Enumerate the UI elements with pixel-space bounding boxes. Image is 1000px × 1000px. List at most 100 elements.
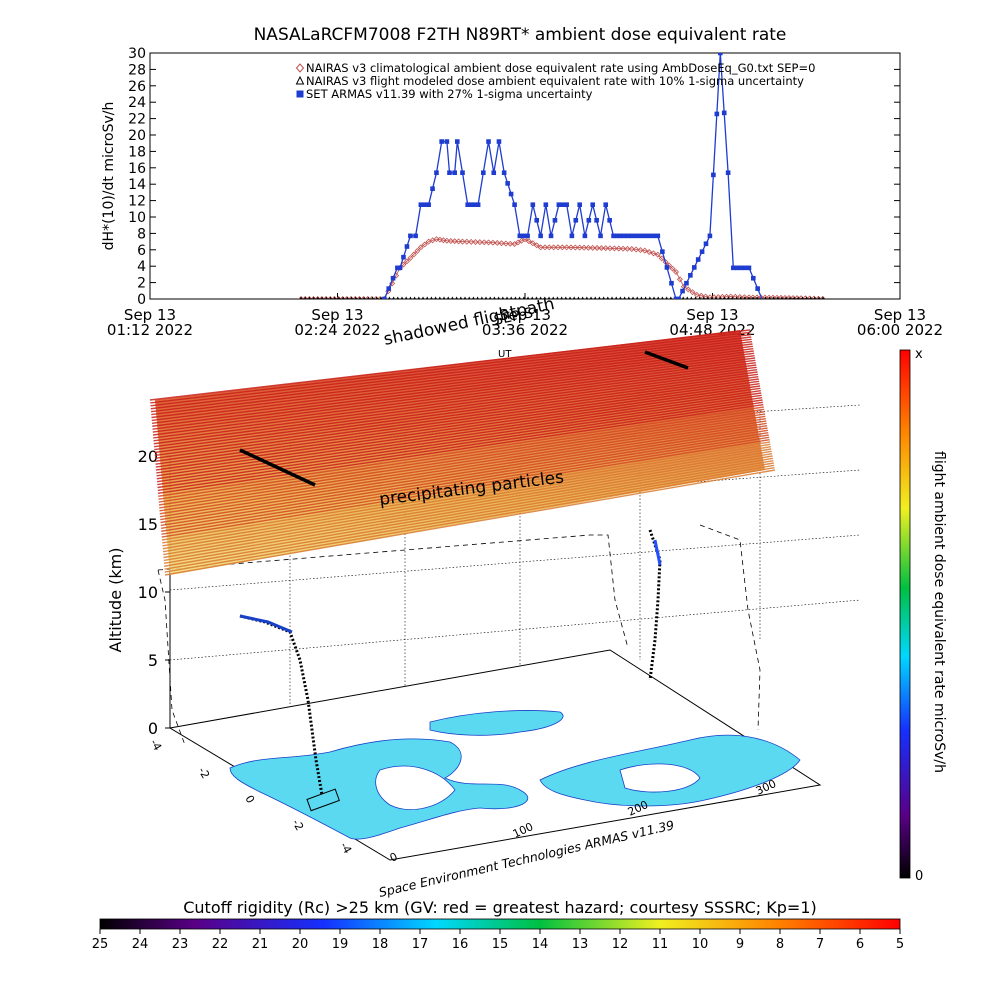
data-point — [447, 170, 452, 176]
flight-path — [239, 529, 662, 812]
sheet-strand — [159, 420, 767, 515]
data-point — [417, 296, 421, 299]
data-point — [598, 245, 605, 252]
rigidity-tick-label: 11 — [652, 937, 669, 952]
data-point — [638, 233, 643, 239]
data-point — [801, 296, 804, 299]
data-point — [673, 268, 680, 275]
sheet-strand — [163, 459, 774, 565]
data-point — [654, 251, 661, 258]
sheet-strand — [161, 436, 770, 535]
data-point — [390, 275, 396, 281]
data-point — [642, 233, 648, 239]
data-point — [754, 294, 760, 299]
legend-label: NAIRAS v3 climatological ambient dose eq… — [306, 61, 815, 75]
data-point — [586, 217, 592, 223]
data-point — [706, 294, 713, 299]
data-point — [505, 296, 509, 299]
data-point — [739, 296, 743, 299]
y-axis-label: dH*(10)/dt microSv/h — [101, 102, 117, 251]
annotation-ut: UT — [498, 349, 512, 360]
data-point — [664, 265, 670, 270]
data-point — [633, 233, 639, 239]
data-point — [452, 170, 457, 176]
data-point — [535, 296, 538, 299]
sheet-strand — [161, 438, 770, 538]
data-point — [576, 244, 583, 251]
data-point — [446, 296, 450, 299]
data-point — [312, 296, 316, 299]
data-point — [447, 238, 454, 244]
data-point — [488, 296, 492, 299]
data-point — [417, 244, 424, 251]
rigidity-title: Cutoff rigidity (Rc) >25 km (GV: red = g… — [183, 898, 817, 917]
data-point — [356, 296, 363, 299]
data-point — [593, 296, 597, 299]
data-point — [555, 244, 561, 251]
data-point — [360, 296, 367, 299]
z-tick-label: 15 — [138, 515, 158, 534]
sheet-strand — [155, 378, 759, 462]
sheet-strand — [154, 368, 758, 451]
rigidity-tick-label: 10 — [692, 937, 709, 952]
data-point — [543, 296, 547, 299]
legend: NAIRAS v3 climatological ambient dose eq… — [295, 61, 815, 101]
sheet-strand — [160, 431, 769, 530]
data-point — [711, 294, 718, 299]
sheet-strand — [156, 392, 762, 480]
data-point — [364, 296, 371, 299]
data-point — [711, 172, 716, 178]
ocean-region-north — [429, 710, 564, 736]
data-point — [543, 202, 549, 207]
rigidity-tick-label: 18 — [372, 937, 389, 952]
data-point — [734, 265, 740, 271]
sheet-strand — [158, 406, 764, 497]
data-point — [551, 296, 555, 299]
data-point — [594, 245, 601, 251]
data-point — [631, 296, 635, 299]
data-point — [491, 170, 497, 176]
sheet-strand — [160, 429, 769, 527]
data-point — [410, 251, 417, 258]
data-point — [476, 239, 483, 246]
data-point — [426, 202, 431, 207]
data-point — [627, 296, 631, 299]
data-point — [582, 233, 588, 239]
y-tick-label: -4 — [147, 737, 164, 753]
data-point — [345, 296, 349, 299]
data-point — [459, 296, 463, 299]
data-point — [455, 238, 462, 245]
data-point — [784, 296, 788, 299]
sheet-strand — [153, 364, 757, 445]
data-point — [525, 233, 530, 239]
data-point — [556, 202, 562, 207]
data-point — [512, 202, 517, 207]
data-point — [738, 265, 744, 271]
data-point — [310, 296, 317, 299]
data-point — [669, 296, 673, 299]
data-point — [680, 288, 685, 294]
data-point — [646, 233, 652, 239]
data-point — [590, 202, 596, 207]
altitude-ticks: 0 5 10 15 20 — [138, 447, 158, 738]
data-point — [530, 202, 536, 207]
data-point — [459, 238, 466, 245]
legend-marker — [295, 63, 305, 73]
sheet-strand — [157, 403, 764, 495]
data-point — [749, 294, 756, 299]
data-point — [572, 296, 576, 299]
data-point — [768, 296, 771, 299]
rigidity-tick-label: 22 — [212, 937, 229, 952]
data-point — [538, 233, 543, 239]
data-point — [320, 296, 324, 299]
rigidity-tick-label: 16 — [452, 937, 469, 952]
data-point — [508, 191, 514, 197]
sheet-strand — [152, 357, 756, 436]
data-point — [299, 296, 303, 299]
data-point — [534, 217, 540, 223]
data-point — [397, 265, 403, 271]
data-point — [747, 296, 751, 299]
data-point — [635, 296, 639, 299]
sheet-strand — [162, 450, 772, 553]
